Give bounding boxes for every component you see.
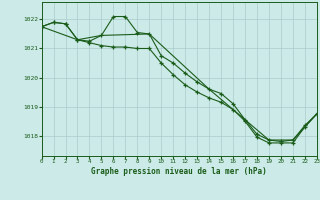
X-axis label: Graphe pression niveau de la mer (hPa): Graphe pression niveau de la mer (hPa) <box>91 167 267 176</box>
